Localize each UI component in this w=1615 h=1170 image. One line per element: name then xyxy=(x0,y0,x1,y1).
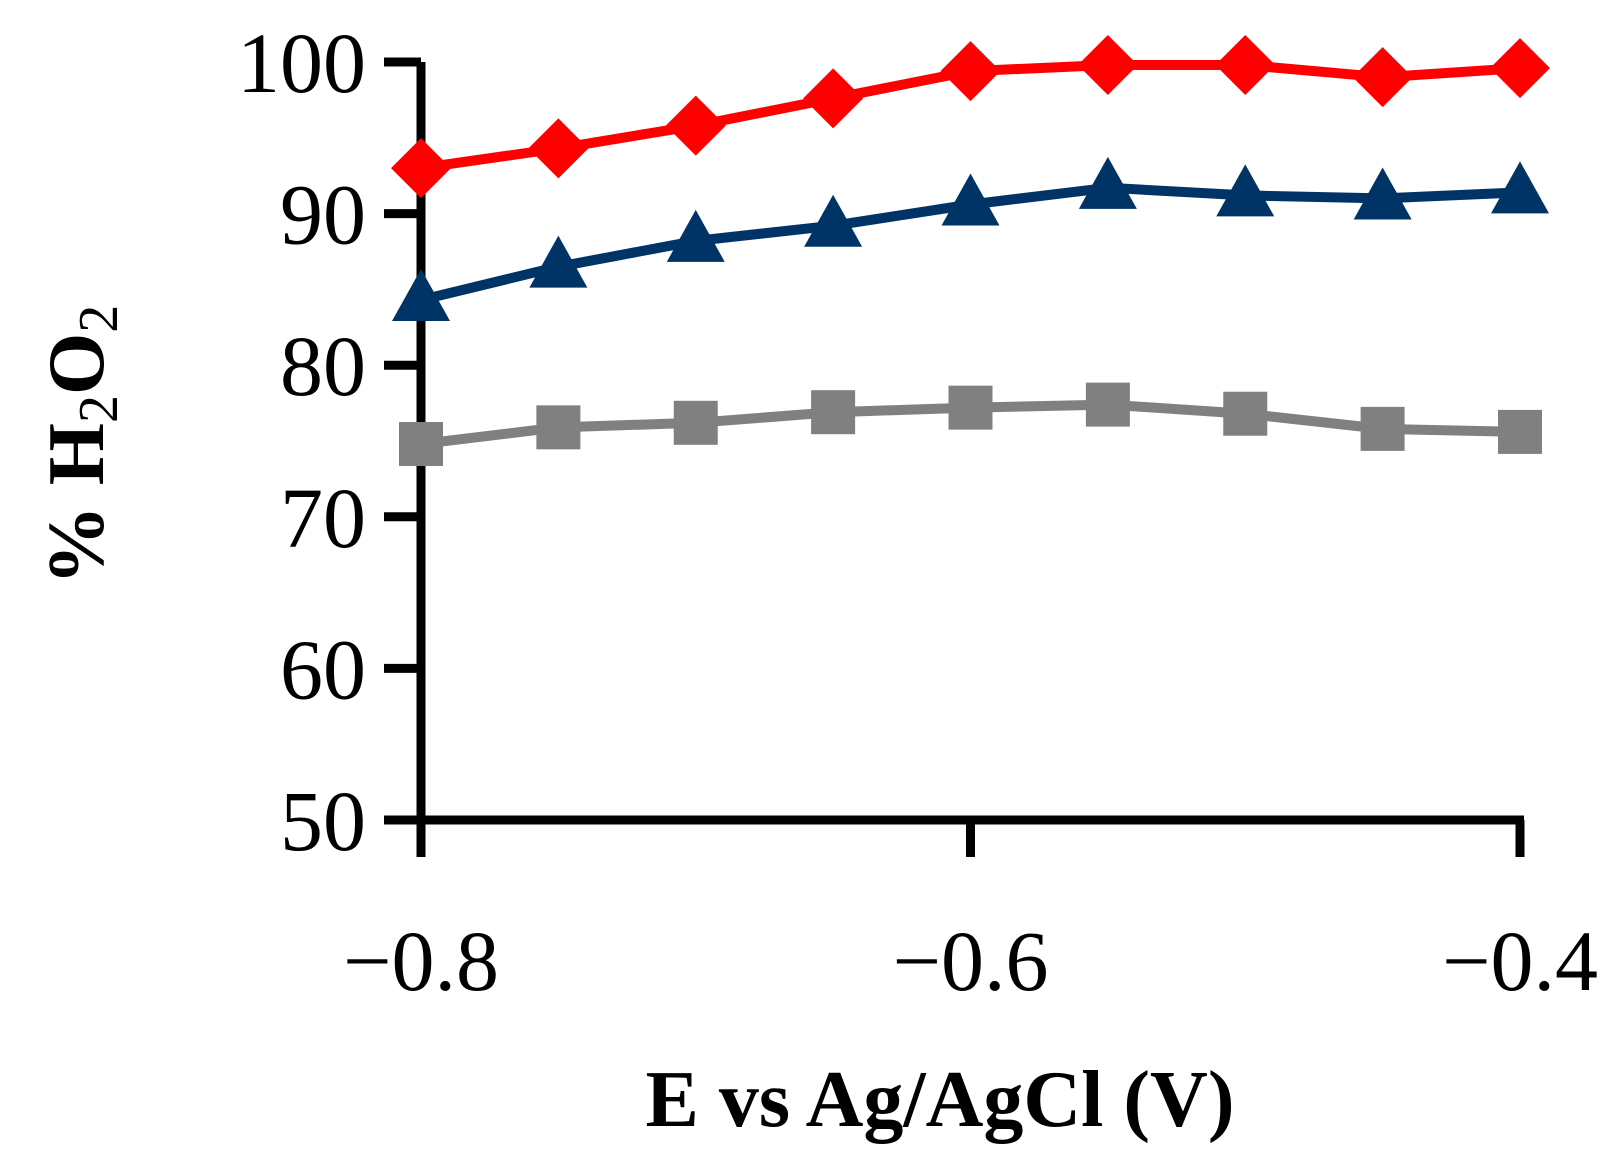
axis-labels: E vs Ag/AgCl (V) % H2O2 xyxy=(33,305,1234,1144)
data-point-diamond xyxy=(665,95,726,156)
data-point-triangle xyxy=(941,173,1000,226)
y-axis-title-sub2: 2 xyxy=(68,305,130,333)
y-tick-label: 80 xyxy=(280,318,366,414)
x-tick-label: −0.4 xyxy=(1442,913,1598,1009)
data-point-diamond xyxy=(1215,35,1276,96)
data-point-triangle xyxy=(1491,161,1549,214)
data-point-triangle xyxy=(1216,164,1275,217)
data-point-triangle xyxy=(804,194,863,247)
data-point-triangle xyxy=(392,269,450,322)
y-tick-label: 100 xyxy=(237,15,366,111)
data-point-diamond xyxy=(1490,38,1550,99)
series-square xyxy=(399,382,1542,467)
data-point-square xyxy=(1498,409,1542,454)
data-point-square xyxy=(1223,391,1268,436)
data-point-square xyxy=(536,405,581,450)
data-point-square xyxy=(673,400,718,445)
data-point-diamond xyxy=(391,138,451,199)
y-axis-title: % H2O2 xyxy=(33,305,130,585)
x-axis-title: E vs Ag/AgCl (V) xyxy=(646,1056,1235,1144)
y-tick-label: 70 xyxy=(280,470,366,566)
data-point-diamond xyxy=(803,68,864,129)
data-point-triangle xyxy=(1353,167,1412,220)
data-point-diamond xyxy=(1352,47,1413,108)
axes: 50 60 70 80 90 100 −0.8 −0.6 −0.4 xyxy=(237,15,1598,1009)
series-diamond xyxy=(391,35,1550,199)
data-point-triangle xyxy=(666,209,725,262)
data-point-square xyxy=(399,422,443,467)
y-axis-title-prefix: % H xyxy=(33,423,121,585)
data-point-triangle xyxy=(1078,156,1137,209)
x-tick-label: −0.8 xyxy=(343,913,499,1009)
data-point-diamond xyxy=(1077,35,1138,96)
series-layer xyxy=(391,35,1550,467)
x-tick-label: −0.6 xyxy=(892,913,1048,1009)
series-triangle xyxy=(392,156,1549,322)
data-point-square xyxy=(1085,382,1130,427)
y-tick-label: 50 xyxy=(280,773,366,869)
y-axis-title-sub1: 2 xyxy=(68,395,130,423)
y-axis-title-mid: O xyxy=(33,333,121,395)
data-point-square xyxy=(1360,406,1405,451)
data-point-square xyxy=(948,385,993,430)
data-point-triangle xyxy=(529,235,588,288)
data-point-diamond xyxy=(940,41,1001,102)
data-point-diamond xyxy=(528,118,589,179)
data-point-square xyxy=(811,390,856,435)
y-tick-label: 60 xyxy=(280,621,366,717)
y-tick-label: 90 xyxy=(280,167,366,263)
